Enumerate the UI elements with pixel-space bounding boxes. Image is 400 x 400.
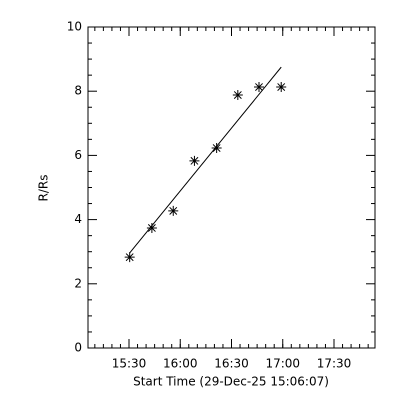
data-point <box>232 90 243 101</box>
data-point <box>211 143 222 154</box>
x-tick-label: 17:30 <box>317 357 352 371</box>
data-point <box>276 82 287 93</box>
data-point <box>124 252 135 263</box>
y-tick-label: 0 <box>74 341 82 355</box>
data-point <box>146 222 157 233</box>
x-tick-label: 15:30 <box>112 357 147 371</box>
y-axis-label: R/Rs <box>37 175 51 202</box>
y-tick-label: 2 <box>74 276 82 290</box>
x-axis-label: Start Time (29-Dec-25 15:06:07) <box>133 375 329 389</box>
y-tick-label: 6 <box>74 148 82 162</box>
y-tick-label: 8 <box>74 84 82 98</box>
plot-frame <box>87 26 376 349</box>
x-tick-label: 17:00 <box>265 357 300 371</box>
x-tick-label: 16:30 <box>214 357 249 371</box>
data-point <box>189 155 200 166</box>
y-tick-label: 10 <box>67 20 82 34</box>
data-point <box>254 82 265 93</box>
data-point <box>168 205 179 216</box>
fit-line <box>129 66 282 254</box>
y-tick-label: 4 <box>74 212 82 226</box>
x-tick-label: 16:00 <box>163 357 198 371</box>
